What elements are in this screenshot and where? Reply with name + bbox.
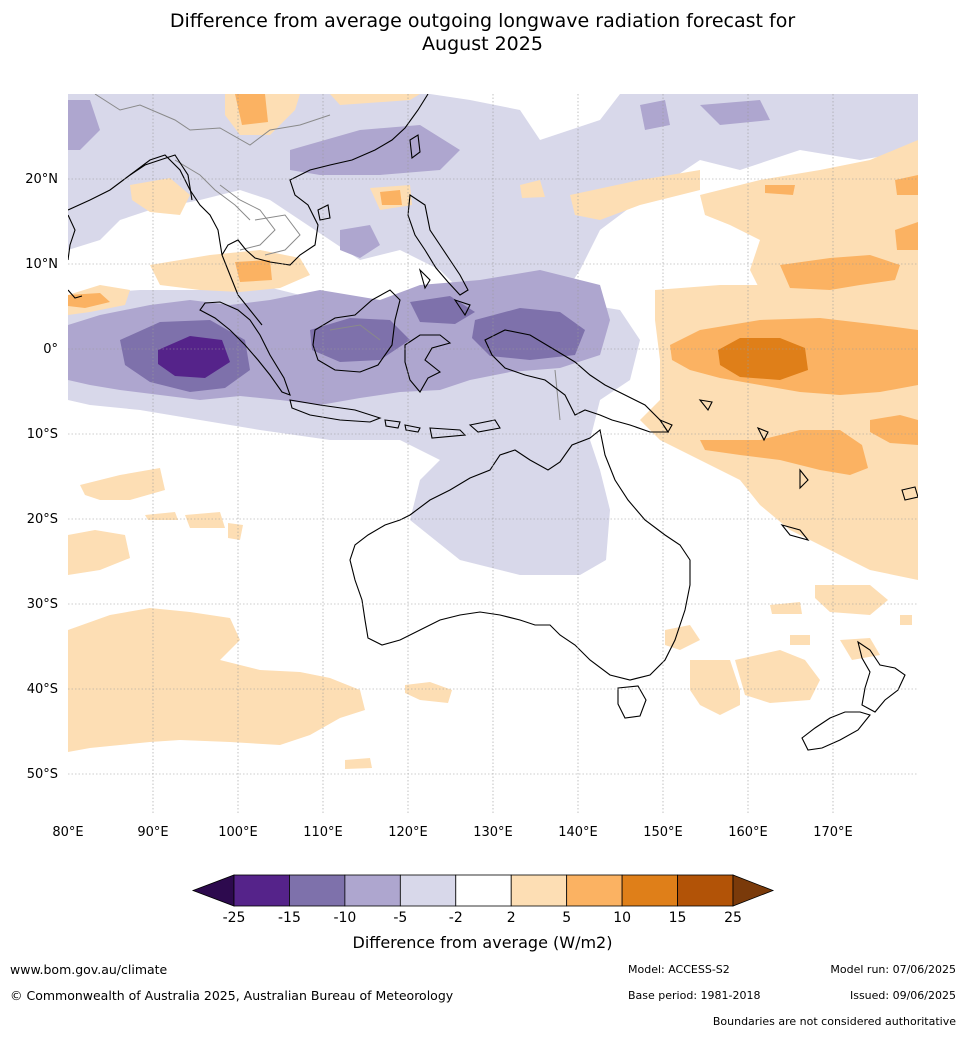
sulawesi-coastline [404,334,452,393]
lon-label: 80°E [52,825,83,840]
lon-label: 150°E [643,825,683,840]
india-coastline [68,214,83,299]
lon-label: 160°E [728,825,768,840]
colorbar-segment [455,874,512,907]
colorbar-tick-label: -25 [223,910,246,926]
borneo-coastline [312,289,401,373]
colorbar-segment [510,874,568,907]
lat-label: 10°S [27,427,58,442]
colorbar-ticks: -25 -15 -10 -5 -2 2 5 10 15 25 [223,910,742,926]
colorbar-segment [289,874,346,907]
model-name: Model: ACCESS-S2 [628,963,730,976]
lat-label: 50°S [27,767,58,782]
colorbar-extend-high [732,874,775,907]
lon-label: 110°E [303,825,343,840]
colorbar-tick-label: -5 [393,910,407,926]
asia-coastline [68,94,429,326]
colorbar-tick-label: -10 [333,910,356,926]
gridlines [68,94,918,814]
taiwan-coastline [409,134,421,160]
lat-label: 30°S [27,597,58,612]
lon-label: 120°E [388,825,428,840]
lat-label: 10°N [25,257,58,272]
lat-label: 20°N [25,172,58,187]
colorbar-tick-label: 10 [613,910,631,926]
java-coastline [289,399,382,423]
colorbar-segment [621,874,678,907]
colorbar-segment [677,874,734,907]
new-guinea-coastline [484,329,670,433]
colorbar-extend-low [191,874,235,907]
colorbar: -25 -15 -10 -5 -2 2 5 10 15 25 [191,874,775,926]
title-line-1: Difference from average outgoing longwav… [169,10,796,32]
boundaries-disclaimer: Boundaries are not considered authoritat… [712,1015,956,1028]
model-run-date: Model run: 07/06/2025 [830,963,956,976]
colorbar-segment [233,874,290,907]
colorbar-tick-label: 15 [669,910,687,926]
tasmania-coastline [617,685,647,719]
lon-label: 170°E [813,825,853,840]
anomaly-fields [68,94,918,814]
colorbar-tick-label: -15 [278,910,301,926]
anomaly-deep-purple [158,336,230,378]
map-title: Difference from average outgoing longwav… [0,10,965,56]
colorbar-segment [344,874,401,907]
philippines-coastline [407,194,469,296]
sumatra-coastline [199,301,291,396]
lat-label: 40°S [27,682,58,697]
base-period: Base period: 1981-2018 [628,989,761,1002]
lon-label: 130°E [473,825,513,840]
country-boundaries [94,94,561,421]
colorbar-tick-label: -2 [449,910,463,926]
lon-label: 100°E [218,825,258,840]
new-zealand-south-island [801,711,871,751]
lon-label: 140°E [558,825,598,840]
colorbar-tick-label: 2 [507,910,516,926]
longitude-labels: 80°E 90°E 100°E 110°E 120°E 130°E 140°E … [52,825,852,840]
issued-date: Issued: 09/06/2025 [849,989,956,1002]
bay-coast [129,154,193,201]
lon-label: 90°E [137,825,168,840]
colorbar-segments [233,874,734,907]
lat-label: 20°S [27,512,58,527]
new-zealand-north-island [857,640,906,713]
website-link[interactable]: www.bom.gov.au/climate [10,962,168,977]
colorbar-tick-label: 5 [562,910,571,926]
title-line-2: August 2025 [422,33,543,55]
latitude-labels: 20°N 10°N 0° 10°S 20°S 30°S 40°S 50°S [25,172,58,782]
colorbar-label: Difference from average (W/m2) [352,933,613,952]
colorbar-segment [566,874,623,907]
copyright-text: © Commonwealth of Australia 2025, Austra… [10,988,454,1003]
anomaly-dark-orange [718,338,808,380]
colorbar-segment [399,874,457,907]
coastlines [68,94,918,751]
australia-coastline [349,429,691,681]
colorbar-tick-label: 25 [724,910,742,926]
lat-label: 0° [43,342,58,357]
